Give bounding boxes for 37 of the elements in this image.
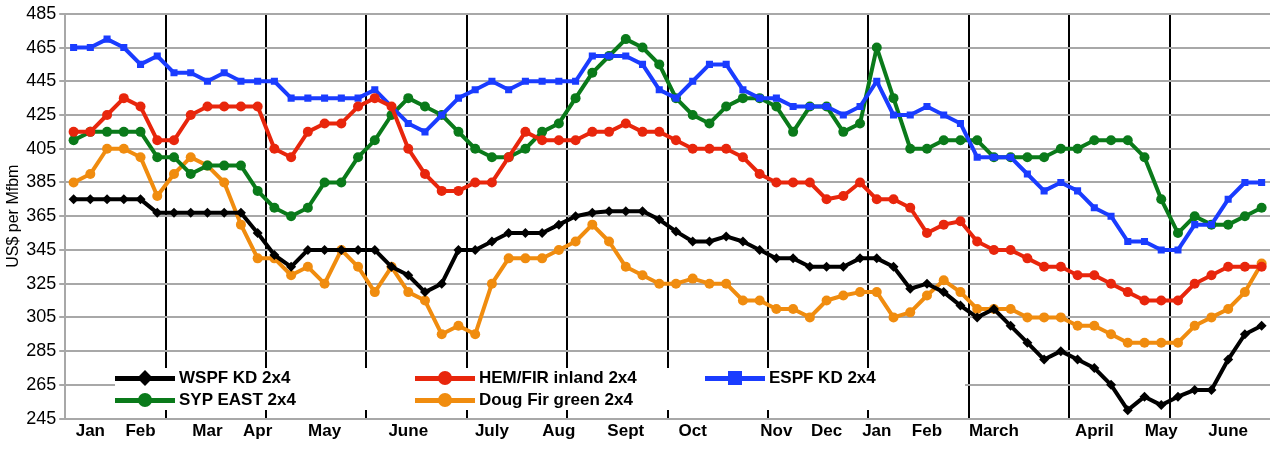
x-tick-label: March bbox=[968, 421, 1019, 441]
y-tick-label: 385 bbox=[26, 171, 57, 192]
y-tick-label: 425 bbox=[26, 103, 57, 124]
x-tick-label: Feb bbox=[125, 421, 156, 441]
y-tick-label: 485 bbox=[26, 2, 57, 23]
y-tick-label: 245 bbox=[26, 407, 57, 428]
y-tick-label: 365 bbox=[26, 205, 57, 226]
legend-label: ESPF KD 2x4 bbox=[769, 368, 876, 388]
y-axis-title: US$ per Mfbm bbox=[4, 164, 22, 268]
x-tick-label: Nov bbox=[760, 421, 793, 441]
legend-label: WSPF KD 2x4 bbox=[179, 368, 291, 388]
x-tick-label: Apr bbox=[243, 421, 273, 441]
x-tick-label: June bbox=[1208, 421, 1249, 441]
x-tick-label: Sept bbox=[607, 421, 645, 441]
y-tick-label: 285 bbox=[26, 340, 57, 361]
y-tick-label: 345 bbox=[26, 238, 57, 259]
legend-label: SYP EAST 2x4 bbox=[179, 390, 296, 410]
x-tick-label: April bbox=[1074, 421, 1114, 441]
y-tick-label: 305 bbox=[26, 306, 57, 327]
x-tick-label: Feb bbox=[911, 421, 943, 441]
x-tick-label: May bbox=[308, 421, 342, 441]
x-tick-label: May bbox=[1144, 421, 1179, 441]
legend-label: HEM/FIR inland 2x4 bbox=[479, 368, 637, 388]
y-tick-label: 325 bbox=[26, 272, 57, 293]
x-tick-label: Dec bbox=[810, 421, 843, 441]
y-tick-label: 265 bbox=[26, 373, 57, 394]
y-tick-label: 405 bbox=[26, 137, 57, 158]
y-tick-label: 465 bbox=[26, 36, 57, 57]
x-tick-label: Jan bbox=[75, 421, 105, 441]
y-tick-label: 445 bbox=[26, 70, 57, 91]
x-tick-label: Jan bbox=[862, 421, 892, 441]
x-tick-label: Mar bbox=[192, 421, 223, 441]
x-tick-label: Aug bbox=[542, 421, 576, 441]
x-tick-label: Oct bbox=[678, 421, 708, 441]
x-tick-label: July bbox=[474, 421, 510, 441]
x-tick-label: June bbox=[388, 421, 429, 441]
legend-label: Doug Fir green 2x4 bbox=[479, 390, 633, 410]
